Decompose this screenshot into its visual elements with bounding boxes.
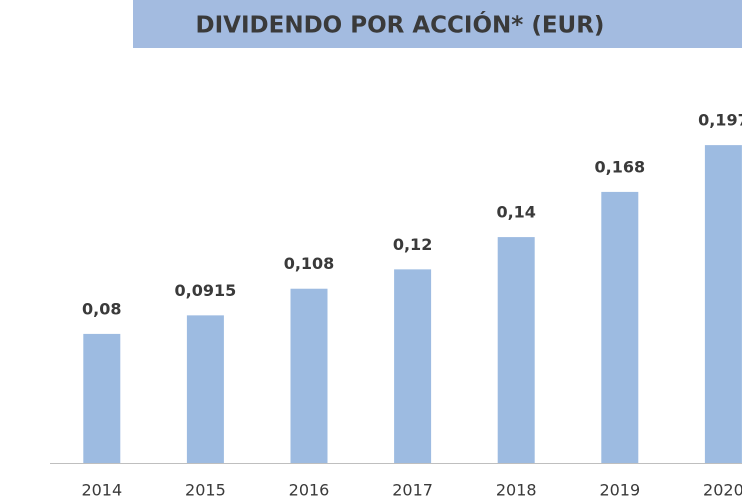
bar — [394, 269, 432, 463]
value-label: 0,0915 — [175, 281, 237, 300]
x-tick-label: 2017 — [392, 481, 433, 500]
value-label: 0,197 — [698, 111, 742, 130]
value-label: 0,12 — [393, 235, 432, 254]
x-tick-label: 2020 — [703, 481, 742, 500]
x-tick-label: 2019 — [599, 481, 640, 500]
chart-title: DIVIDENDO POR ACCIÓN* (EUR) — [196, 11, 605, 39]
bar — [290, 288, 328, 463]
title-band — [133, 0, 742, 48]
x-tick-label: 2015 — [185, 481, 226, 500]
bar — [601, 191, 639, 463]
value-label: 0,108 — [284, 254, 335, 273]
x-tick-label: 2014 — [81, 481, 122, 500]
bar — [704, 145, 742, 463]
value-label: 0,14 — [496, 203, 535, 222]
x-tick-label: 2018 — [496, 481, 537, 500]
bar — [83, 333, 121, 463]
x-tick-label: 2016 — [289, 481, 330, 500]
value-label: 0,08 — [82, 299, 121, 318]
bar — [497, 237, 535, 463]
bar — [186, 315, 224, 463]
value-label: 0,168 — [594, 157, 645, 176]
